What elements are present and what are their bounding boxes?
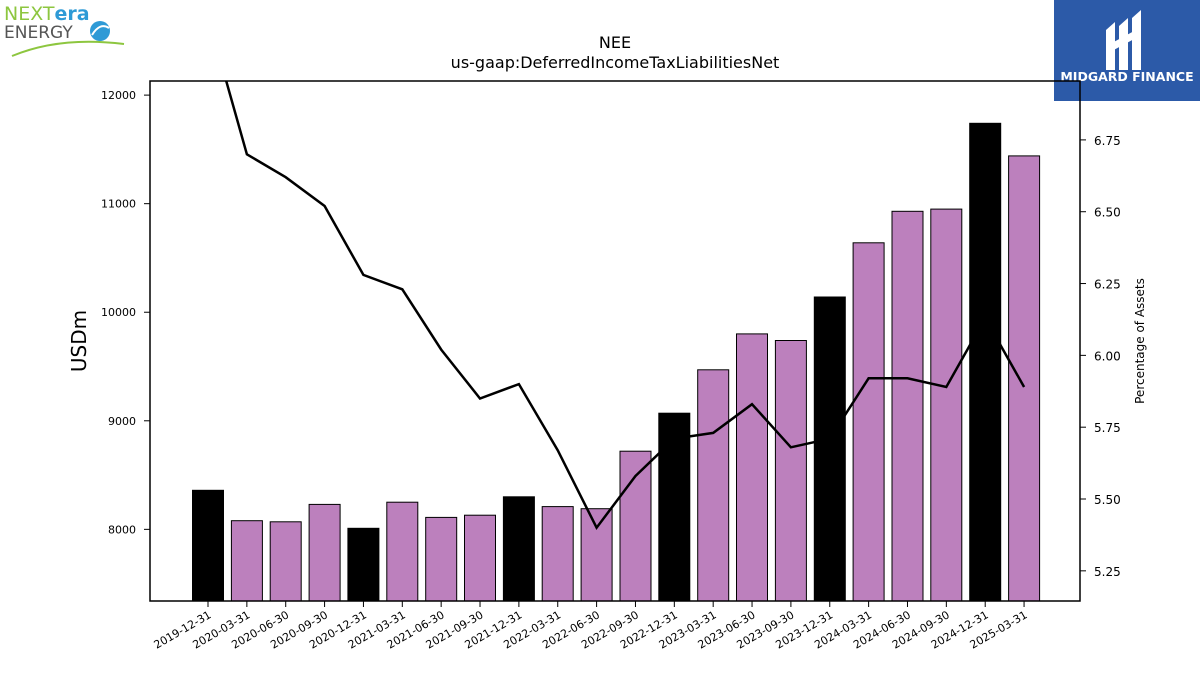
midgard-mark-icon bbox=[1106, 10, 1141, 70]
midgard-finance-text: MIDGARD FINANCE bbox=[1060, 69, 1193, 84]
bar-2023-12-31 bbox=[813, 296, 846, 602]
bar-2023-03-31 bbox=[697, 369, 730, 602]
x-axis: 2019-12-312020-03-312020-06-302020-09-30… bbox=[152, 601, 1030, 652]
y2-tick-label: 5.75 bbox=[1094, 421, 1121, 435]
bar-2022-09-30 bbox=[619, 450, 652, 602]
logo-swoosh-icon bbox=[11, 40, 125, 57]
chart-title: NEE bbox=[599, 33, 631, 52]
bar-2021-09-30 bbox=[464, 514, 496, 602]
y-tick-label: 12000 bbox=[101, 89, 136, 102]
y2-tick-label: 6.25 bbox=[1094, 278, 1121, 292]
y2-axis-label: Percentage of Assets bbox=[1133, 278, 1147, 404]
y2-tick-label: 6.00 bbox=[1094, 349, 1121, 363]
bar-2020-03-31 bbox=[230, 520, 263, 602]
chart-subtitle: us-gaap:DeferredIncomeTaxLiabilitiesNet bbox=[451, 53, 780, 72]
bars-layer bbox=[192, 122, 1041, 602]
y-tick-label: 8000 bbox=[108, 523, 136, 536]
y-axis-left: 8000 9000 10000 11000 12000 bbox=[101, 89, 150, 536]
y2-tick-label: 5.25 bbox=[1094, 565, 1121, 579]
y2-tick-label: 6.75 bbox=[1094, 134, 1121, 148]
logo-energy-text: ENERGY bbox=[4, 23, 73, 43]
line-layer bbox=[224, 81, 1026, 531]
bar-2024-09-30 bbox=[930, 208, 963, 602]
y2-tick-label: 5.50 bbox=[1094, 493, 1121, 507]
pct-of-assets-line bbox=[224, 81, 1026, 531]
y-tick-label: 9000 bbox=[108, 415, 136, 428]
plot-frame bbox=[149, 80, 1081, 602]
y-tick-label: 10000 bbox=[101, 306, 136, 319]
nextera-energy-logo: NEXTera ENERGY bbox=[0, 0, 135, 62]
y-axis-right: 5.25 5.50 5.75 6.00 6.25 6.50 6.75 bbox=[1080, 134, 1121, 579]
bar-2025-03-31 bbox=[1008, 155, 1041, 602]
bar-2024-12-31 bbox=[969, 122, 1002, 602]
midgard-finance-logo: MIDGARD FINANCE bbox=[1054, 0, 1200, 101]
y-axis-label: USDm bbox=[67, 310, 91, 372]
bar-2024-06-30 bbox=[891, 210, 924, 602]
logo-next-text: NEXTera bbox=[4, 3, 90, 25]
bar-2023-09-30 bbox=[774, 340, 807, 602]
bar-2024-03-31 bbox=[852, 242, 885, 602]
bar-2022-03-31 bbox=[541, 506, 574, 602]
y-tick-label: 11000 bbox=[101, 198, 136, 211]
bar-2022-12-31 bbox=[658, 412, 691, 602]
bar-2023-06-30 bbox=[736, 333, 768, 602]
bar-2021-03-31 bbox=[386, 501, 419, 602]
bar-2020-12-31 bbox=[347, 527, 380, 602]
bar-2020-06-30 bbox=[269, 521, 302, 602]
bar-2021-12-31 bbox=[502, 496, 535, 602]
bar-2020-09-30 bbox=[308, 503, 341, 602]
y2-tick-label: 6.50 bbox=[1094, 206, 1121, 220]
bar-2019-12-31 bbox=[192, 489, 224, 602]
bar-2022-06-30 bbox=[580, 508, 613, 602]
bar-2021-06-30 bbox=[425, 516, 458, 602]
